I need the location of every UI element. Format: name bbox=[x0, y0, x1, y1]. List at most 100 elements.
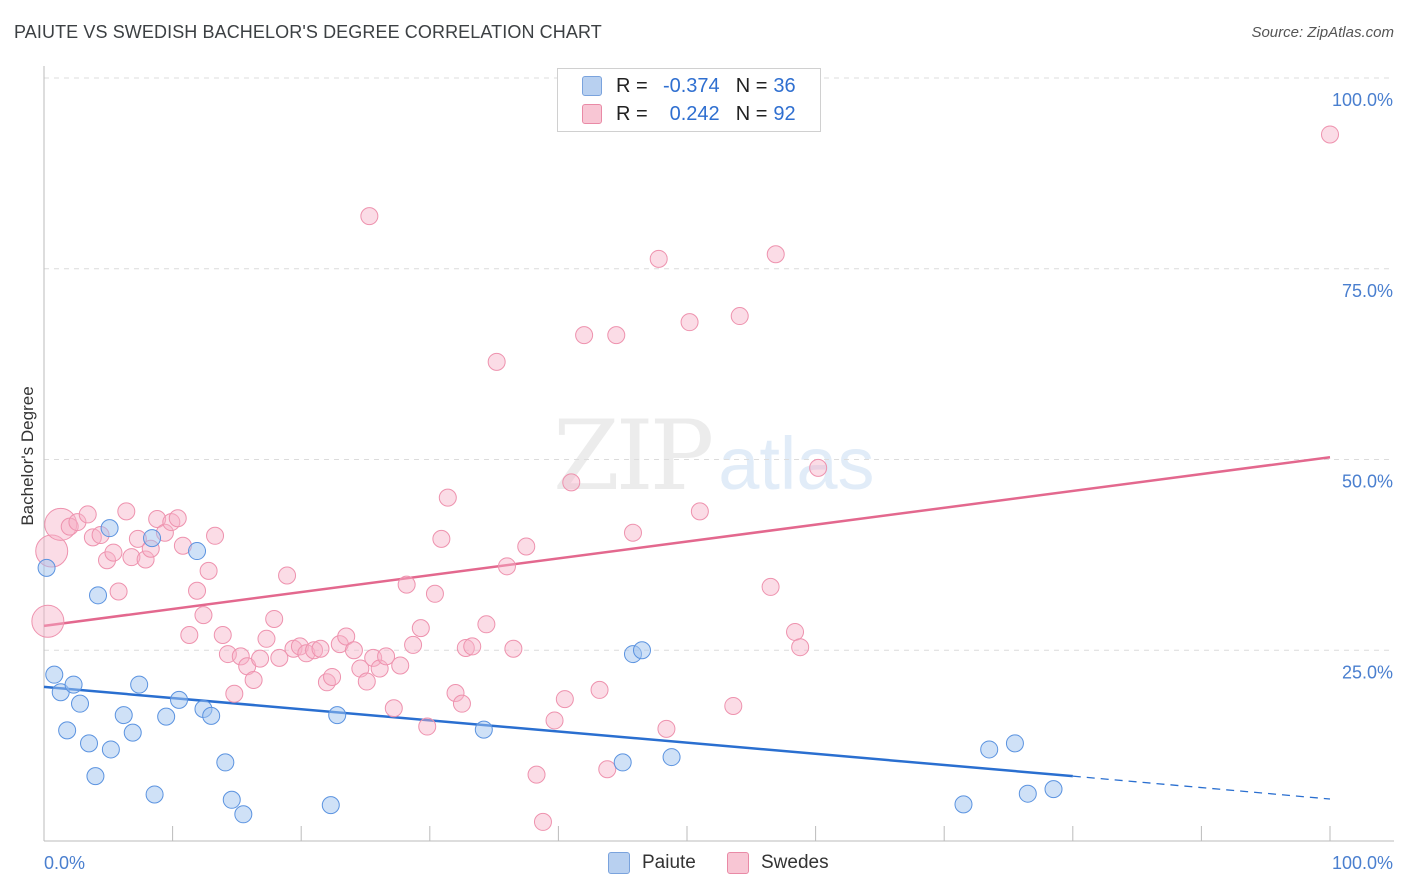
paiute-point bbox=[86, 767, 105, 786]
swedes-point bbox=[31, 604, 65, 638]
paiute-point bbox=[58, 721, 77, 740]
legend-r-value: 0.242 bbox=[669, 102, 720, 125]
paiute-point bbox=[157, 707, 176, 726]
swedes-point bbox=[168, 509, 187, 528]
swedes-point bbox=[438, 488, 457, 507]
swedes-point bbox=[786, 622, 805, 641]
paiute-point bbox=[632, 641, 651, 660]
legend-n-label: N = bbox=[735, 74, 768, 97]
swedes-point bbox=[766, 245, 785, 264]
swedes-point bbox=[270, 648, 289, 667]
swedes-point bbox=[649, 249, 668, 268]
paiute-point bbox=[143, 529, 162, 548]
swedes-point bbox=[418, 717, 437, 736]
legend-swatch-swedes bbox=[727, 852, 749, 874]
swedes-point bbox=[78, 505, 97, 524]
paiute-point bbox=[474, 720, 493, 739]
swedes-point bbox=[109, 582, 128, 601]
paiute-point bbox=[328, 706, 347, 725]
y-tick-label: 75.0% bbox=[1342, 281, 1393, 301]
swedes-point bbox=[180, 625, 199, 644]
chart-title: PAIUTE VS SWEDISH BACHELOR'S DEGREE CORR… bbox=[14, 22, 602, 42]
paiute-point bbox=[89, 586, 108, 605]
swedes-point bbox=[188, 581, 207, 600]
legend-n-label: N = bbox=[735, 102, 768, 125]
swedes-point bbox=[194, 606, 213, 625]
paiute-trend-line bbox=[43, 685, 1073, 778]
swedes-point bbox=[225, 684, 244, 703]
y-tick-label: 50.0% bbox=[1342, 472, 1393, 492]
paiute-point bbox=[234, 805, 253, 824]
swedes-point bbox=[590, 680, 609, 699]
paiute-point bbox=[662, 748, 681, 767]
swedes-point bbox=[206, 526, 225, 545]
swedes-point bbox=[122, 548, 141, 567]
paiute-trend-extension bbox=[1072, 775, 1331, 800]
paiute-point bbox=[71, 694, 90, 713]
swedes-point bbox=[690, 502, 709, 521]
swedes-point bbox=[44, 507, 78, 541]
swedes-point bbox=[148, 510, 167, 529]
swedes-point bbox=[104, 543, 123, 562]
swedes-point bbox=[305, 641, 324, 660]
series-legend: Paiute Swedes bbox=[0, 852, 1406, 878]
legend-row-swedes: R = 0.242 N = 92 bbox=[582, 101, 796, 127]
legend-swatch-paiute bbox=[582, 76, 602, 96]
legend-item-paiute[interactable]: Paiute bbox=[608, 852, 696, 874]
legend-item-swedes[interactable]: Swedes bbox=[727, 852, 829, 874]
legend-swatch-paiute bbox=[608, 852, 630, 874]
swedes-point bbox=[213, 625, 232, 644]
swedes-point bbox=[251, 649, 270, 668]
legend-label-swedes: Swedes bbox=[761, 852, 829, 873]
paiute-point bbox=[613, 753, 632, 772]
axes bbox=[43, 66, 1394, 842]
swedes-point bbox=[761, 577, 780, 596]
correlation-legend: R = -0.374 N = 36 R = 0.242 N = 92 bbox=[557, 68, 821, 132]
paiute-point bbox=[100, 519, 119, 538]
swedes-point bbox=[364, 648, 383, 667]
swedes-point bbox=[527, 765, 546, 784]
swedes-point bbox=[730, 307, 749, 326]
swedes-point bbox=[446, 683, 465, 702]
swedes-point bbox=[477, 615, 496, 634]
swedes-point bbox=[452, 694, 471, 713]
swedes-point bbox=[391, 656, 410, 675]
swedes-point bbox=[231, 647, 250, 666]
series-swedes bbox=[31, 125, 1339, 831]
legend-n-value: 36 bbox=[773, 74, 796, 97]
swedes-point bbox=[598, 760, 617, 779]
swedes-point bbox=[1321, 125, 1339, 144]
legend-r-value: -0.374 bbox=[662, 74, 720, 97]
swedes-point bbox=[432, 529, 451, 548]
swedes-point bbox=[425, 584, 444, 603]
legend-r-label: R = bbox=[616, 102, 648, 125]
series-paiute bbox=[37, 519, 1063, 824]
swedes-point bbox=[555, 690, 574, 709]
paiute-point bbox=[1005, 734, 1024, 753]
x-tick-label: 100.0% bbox=[1332, 853, 1393, 873]
swedes-point bbox=[724, 696, 743, 715]
swedes-point bbox=[504, 639, 523, 658]
x-tick-label: 0.0% bbox=[44, 853, 85, 873]
swedes-point bbox=[311, 639, 330, 658]
swedes-point bbox=[357, 672, 376, 691]
swedes-point bbox=[607, 326, 626, 345]
paiute-point bbox=[188, 542, 207, 561]
swedes-point bbox=[791, 638, 810, 657]
paiute-point bbox=[954, 795, 973, 814]
swedes-point bbox=[337, 627, 356, 646]
swedes-point bbox=[68, 513, 87, 532]
paiute-point bbox=[222, 790, 241, 809]
swedes-point bbox=[404, 635, 423, 654]
swedes-point bbox=[517, 537, 536, 556]
paiute-point bbox=[170, 690, 189, 709]
paiute-point bbox=[202, 706, 221, 725]
swedes-point bbox=[377, 647, 396, 666]
paiute-point bbox=[130, 675, 149, 694]
paiute-point bbox=[45, 665, 64, 684]
paiute-point bbox=[37, 558, 56, 577]
swedes-point bbox=[278, 566, 297, 585]
swedes-point bbox=[265, 609, 284, 628]
y-tick-label: 100.0% bbox=[1332, 90, 1393, 110]
